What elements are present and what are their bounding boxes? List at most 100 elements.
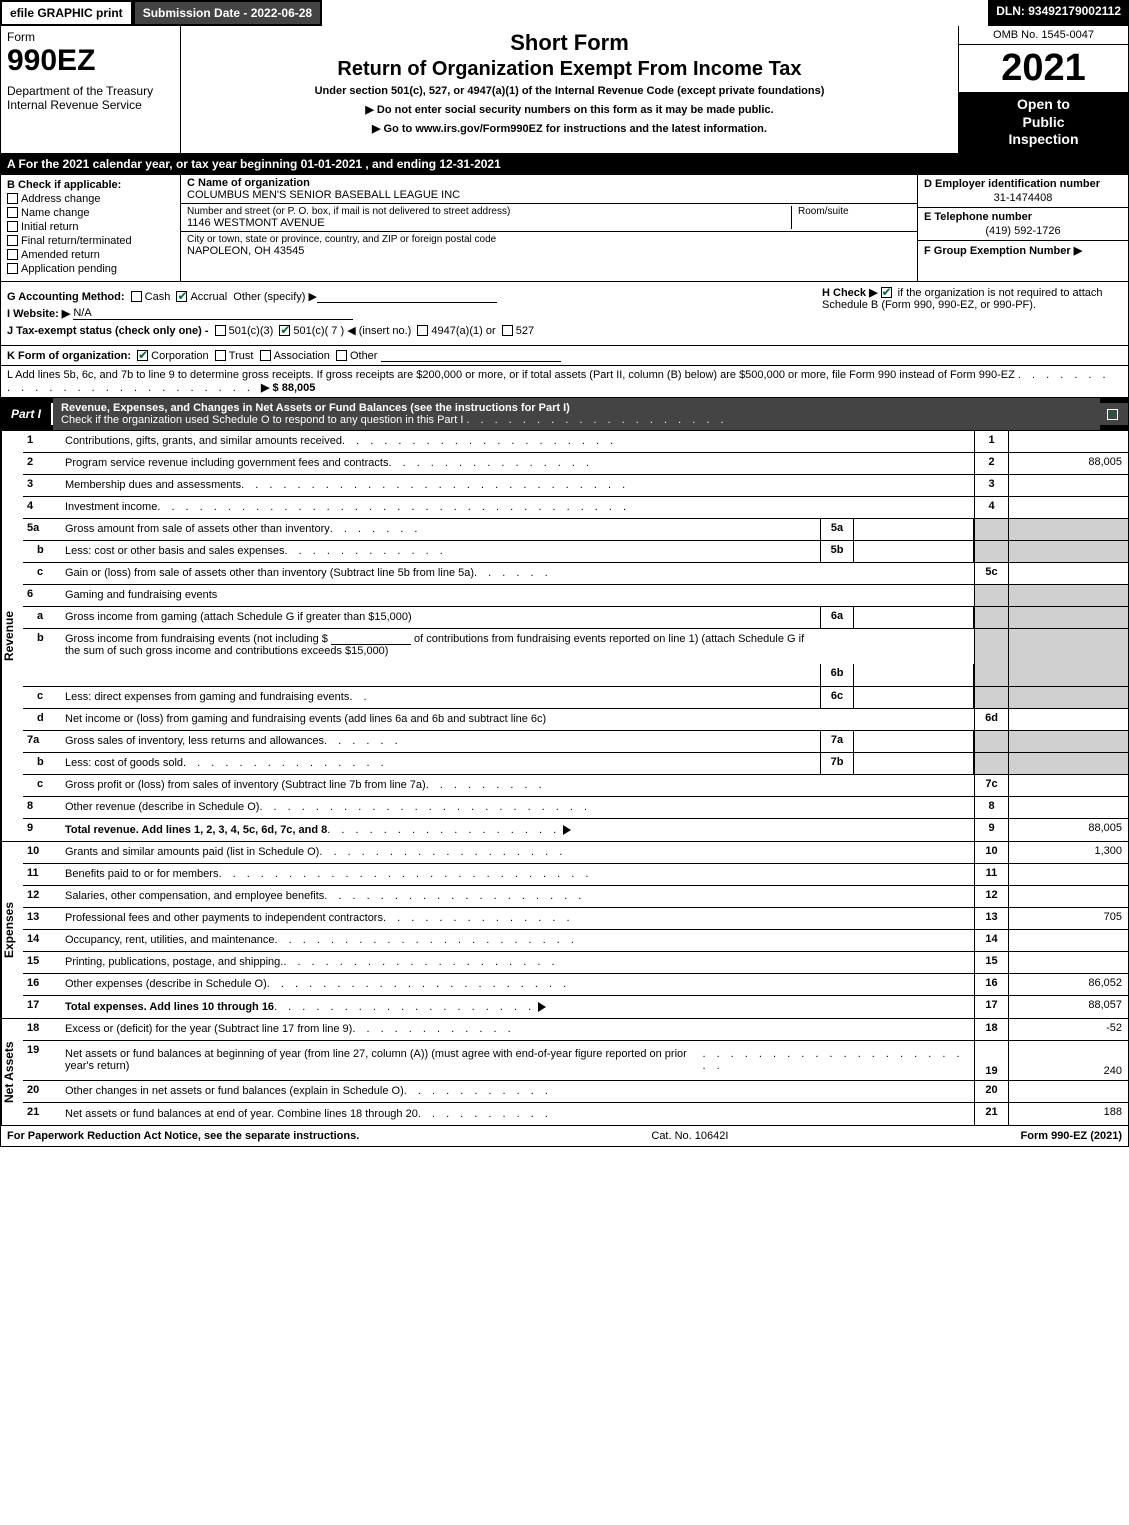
section-f: F Group Exemption Number ▶ — [918, 241, 1128, 260]
chk-address-change[interactable]: Address change — [7, 193, 174, 205]
header-left: Form 990EZ Department of the Treasury In… — [1, 26, 181, 153]
header-center: Short Form Return of Organization Exempt… — [181, 26, 958, 153]
j-4947-checkbox[interactable] — [417, 325, 428, 336]
line-6b: bGross income from fundraising events (n… — [23, 629, 1128, 687]
chk-application-pending[interactable]: Application pending — [7, 263, 174, 275]
arrow-icon — [563, 825, 571, 835]
line-6c: cLess: direct expenses from gaming and f… — [23, 687, 1128, 709]
g-accrual-checkbox[interactable] — [176, 291, 187, 302]
form-header: Form 990EZ Department of the Treasury In… — [0, 26, 1129, 154]
part1-sub-checkbox[interactable] — [1100, 403, 1128, 425]
part1-sub: Check if the organization used Schedule … — [61, 414, 463, 426]
footer-mid: Cat. No. 10642I — [359, 1130, 1020, 1142]
form-number: 990EZ — [7, 44, 174, 78]
room-label: Room/suite — [798, 206, 911, 217]
k-other-input[interactable] — [381, 349, 561, 362]
line-4: 4Investment income . . . . . . . . . . .… — [23, 497, 1128, 519]
netassets-table: Net Assets 18Excess or (deficit) for the… — [0, 1019, 1129, 1126]
chk-final-return[interactable]: Final return/terminated — [7, 235, 174, 247]
section-ghij: H Check ▶ if the organization is not req… — [0, 282, 1129, 346]
website-input[interactable]: N/A — [73, 307, 353, 320]
header-right: OMB No. 1545-0047 2021 Open to Public In… — [958, 26, 1128, 153]
chk-name-change[interactable]: Name change — [7, 207, 174, 219]
return-title: Return of Organization Exempt From Incom… — [187, 58, 952, 81]
city-label: City or town, state or province, country… — [187, 234, 911, 245]
k-prefix: K Form of organization: — [7, 350, 131, 362]
line-6: 6Gaming and fundraising events — [23, 585, 1128, 607]
j-501c-checkbox[interactable] — [279, 325, 290, 336]
chk-amended-return[interactable]: Amended return — [7, 249, 174, 261]
g-accrual-label: Accrual — [190, 291, 227, 303]
h-checkbox[interactable] — [881, 287, 892, 298]
expenses-rows: 10Grants and similar amounts paid (list … — [23, 842, 1128, 1018]
j-501c-label: 501(c)( 7 ) ◀ (insert no.) — [293, 325, 411, 337]
section-l: L Add lines 5b, 6c, and 7b to line 9 to … — [1, 366, 1128, 397]
k-trust-checkbox[interactable] — [215, 350, 226, 361]
line-17: 17Total expenses. Add lines 10 through 1… — [23, 996, 1128, 1018]
j-501c3-checkbox[interactable] — [215, 325, 226, 336]
part1-dots: . . . . . . . . . . . . . . . . . . . — [466, 414, 727, 426]
org-name-value: COLUMBUS MEN'S SENIOR BASEBALL LEAGUE IN… — [187, 189, 911, 201]
g-cash-checkbox[interactable] — [131, 291, 142, 302]
k-corp-checkbox[interactable] — [137, 350, 148, 361]
line-7b: bLess: cost of goods sold . . . . . . . … — [23, 753, 1128, 775]
j-501c3-label: 501(c)(3) — [229, 325, 274, 337]
line-9: 9Total revenue. Add lines 1, 2, 3, 4, 5c… — [23, 819, 1128, 841]
part1-title: Revenue, Expenses, and Changes in Net As… — [53, 398, 1100, 430]
website-value: N/A — [73, 307, 91, 319]
room-suite: Room/suite — [791, 206, 911, 229]
top-bar: efile GRAPHIC print Submission Date - 20… — [0, 0, 1129, 26]
side-revenue: Revenue — [1, 431, 23, 841]
k-assoc-checkbox[interactable] — [260, 350, 271, 361]
line-21: 21Net assets or fund balances at end of … — [23, 1103, 1128, 1125]
section-b: B Check if applicable: Address change Na… — [1, 175, 181, 281]
form-word: Form — [7, 30, 174, 44]
arrow-icon — [538, 1002, 546, 1012]
k-other-checkbox[interactable] — [336, 350, 347, 361]
i-label: I Website: ▶ — [7, 308, 70, 320]
revenue-table: Revenue 1Contributions, gifts, grants, a… — [0, 431, 1129, 842]
line-5b: bLess: cost or other basis and sales exp… — [23, 541, 1128, 563]
phone-value: (419) 592-1726 — [924, 225, 1122, 237]
footer-right: Form 990-EZ (2021) — [1021, 1130, 1122, 1142]
org-name-row: C Name of organization COLUMBUS MEN'S SE… — [181, 175, 917, 204]
tax-year: 2021 — [959, 45, 1128, 92]
group-exemption-label: F Group Exemption Number ▶ — [924, 244, 1122, 257]
efile-print-label[interactable]: efile GRAPHIC print — [0, 0, 133, 26]
part1-title-text: Revenue, Expenses, and Changes in Net As… — [61, 402, 570, 414]
line-11: 11Benefits paid to or for members . . . … — [23, 864, 1128, 886]
line-20: 20Other changes in net assets or fund ba… — [23, 1081, 1128, 1103]
footer-left: For Paperwork Reduction Act Notice, see … — [7, 1130, 359, 1142]
section-c: C Name of organization COLUMBUS MEN'S SE… — [181, 175, 918, 281]
l-amount: ▶ $ 88,005 — [261, 382, 315, 394]
chk-initial-return[interactable]: Initial return — [7, 221, 174, 233]
j-527-checkbox[interactable] — [502, 325, 513, 336]
street-label: Number and street (or P. O. box, if mail… — [187, 206, 791, 217]
section-h: H Check ▶ if the organization is not req… — [822, 286, 1122, 311]
phone-label: E Telephone number — [924, 211, 1122, 223]
line-1: 1Contributions, gifts, grants, and simil… — [23, 431, 1128, 453]
line-16: 16Other expenses (describe in Schedule O… — [23, 974, 1128, 996]
section-e: E Telephone number (419) 592-1726 — [918, 208, 1128, 241]
g-other-input[interactable] — [317, 290, 497, 303]
short-form-title: Short Form — [187, 30, 952, 56]
line-15: 15Printing, publications, postage, and s… — [23, 952, 1128, 974]
ein-value: 31-1474408 — [924, 192, 1122, 204]
submission-date-button[interactable]: Submission Date - 2022-06-28 — [133, 0, 322, 26]
k-other-label: Other — [350, 350, 378, 362]
k-corp-label: Corporation — [151, 350, 208, 362]
netassets-rows: 18Excess or (deficit) for the year (Subt… — [23, 1019, 1128, 1125]
expenses-table: Expenses 10Grants and similar amounts pa… — [0, 842, 1129, 1019]
line-3: 3Membership dues and assessments . . . .… — [23, 475, 1128, 497]
org-name-label: C Name of organization — [187, 177, 911, 189]
line-7a: 7aGross sales of inventory, less returns… — [23, 731, 1128, 753]
under-section: Under section 501(c), 527, or 4947(a)(1)… — [187, 85, 952, 97]
section-d: D Employer identification number 31-1474… — [918, 175, 1128, 208]
topbar-spacer — [322, 0, 988, 26]
6b-amount-input[interactable] — [331, 632, 411, 645]
line-6a: aGross income from gaming (attach Schedu… — [23, 607, 1128, 629]
inspection-badge: Open to Public Inspection — [959, 92, 1128, 153]
ssn-note: ▶ Do not enter social security numbers o… — [187, 103, 952, 116]
section-k: K Form of organization: Corporation Trus… — [1, 346, 1128, 366]
line-8: 8Other revenue (describe in Schedule O) … — [23, 797, 1128, 819]
